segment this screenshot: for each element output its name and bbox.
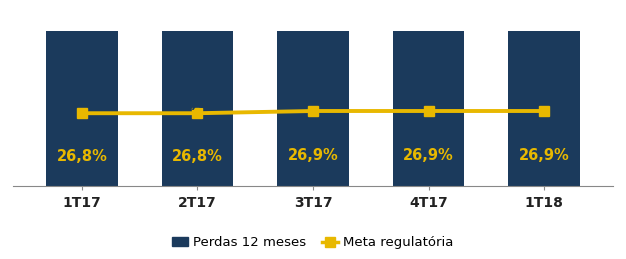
Text: 26,8%: 26,8% — [172, 149, 223, 164]
Legend: Perdas 12 meses, Meta regulatória: Perdas 12 meses, Meta regulatória — [167, 231, 459, 255]
Bar — [46, 0, 118, 186]
Bar — [162, 0, 233, 186]
Bar — [508, 0, 580, 186]
Text: 26,9%: 26,9% — [403, 148, 454, 163]
Text: 26,9%: 26,9% — [519, 148, 570, 163]
Bar — [277, 0, 349, 186]
Bar — [393, 0, 464, 186]
Text: 27,5%: 27,5% — [56, 81, 107, 96]
Text: 27,5%: 27,5% — [287, 81, 339, 96]
Text: 27,2%: 27,2% — [519, 88, 570, 103]
Text: 27,5%: 27,5% — [403, 81, 454, 96]
Text: 26,8%: 26,8% — [172, 96, 223, 111]
Text: 26,8%: 26,8% — [56, 149, 107, 164]
Text: 26,9%: 26,9% — [287, 148, 339, 163]
